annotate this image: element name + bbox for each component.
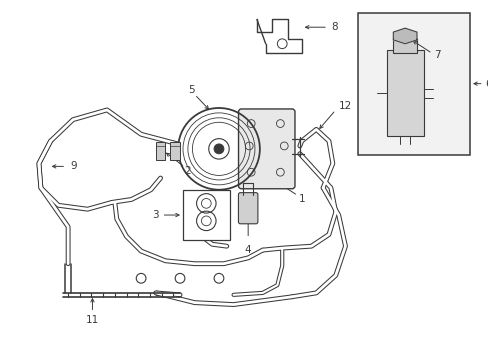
Bar xyxy=(393,38,416,54)
Text: 8: 8 xyxy=(330,22,337,32)
Text: 4: 4 xyxy=(244,245,251,255)
Text: 1: 1 xyxy=(298,194,305,204)
Text: 10: 10 xyxy=(216,214,229,224)
Text: 11: 11 xyxy=(86,315,99,325)
Text: 12: 12 xyxy=(338,101,351,111)
FancyBboxPatch shape xyxy=(238,109,294,189)
Text: 7: 7 xyxy=(433,50,440,60)
Circle shape xyxy=(214,144,224,154)
Bar xyxy=(183,190,229,240)
Bar xyxy=(386,50,423,136)
FancyBboxPatch shape xyxy=(238,193,257,224)
Text: 9: 9 xyxy=(70,161,77,171)
Text: 2: 2 xyxy=(184,166,191,176)
Bar xyxy=(170,142,180,159)
Bar xyxy=(357,13,469,155)
Bar xyxy=(155,142,165,159)
Polygon shape xyxy=(392,28,416,44)
Text: 5: 5 xyxy=(188,85,195,95)
Text: 6: 6 xyxy=(485,78,488,89)
Text: 3: 3 xyxy=(152,210,159,220)
